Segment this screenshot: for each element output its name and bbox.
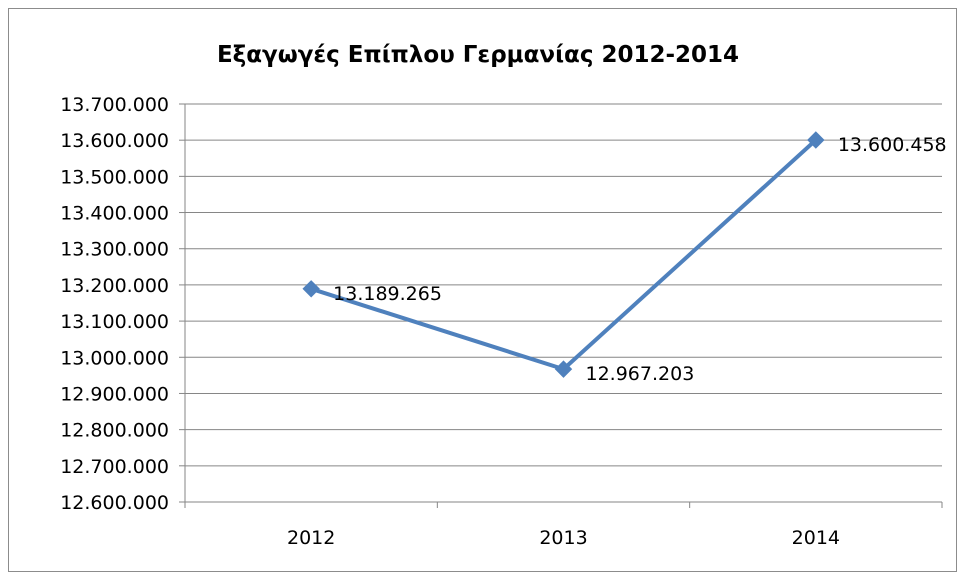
data-label: 13.189.265 bbox=[333, 283, 442, 305]
y-tick-label: 13.300.000 bbox=[60, 239, 169, 261]
chart-title: Εξαγωγές Επίπλου Γερμανίας 2012-2014 bbox=[217, 42, 739, 68]
data-point-marker bbox=[554, 360, 573, 378]
y-tick-label: 13.400.000 bbox=[60, 203, 169, 225]
x-tick-label: 2012 bbox=[287, 527, 335, 549]
data-label: 12.967.203 bbox=[586, 363, 695, 385]
y-axis-tick-labels: 12.600.000 12.700.000 12.800.000 12.900.000… bbox=[60, 94, 169, 514]
chart-frame bbox=[8, 8, 957, 572]
data-label: 13.600.458 bbox=[838, 134, 947, 156]
axes bbox=[179, 103, 943, 508]
y-tick-label: 13.500.000 bbox=[60, 166, 169, 188]
y-tick-label: 12.600.000 bbox=[60, 492, 169, 514]
y-tick-label: 12.800.000 bbox=[60, 420, 169, 442]
data-label-layer: 13.189.265 12.967.203 13.600.458 bbox=[333, 134, 946, 385]
gridlines bbox=[185, 103, 942, 467]
series-layer bbox=[309, 138, 818, 372]
y-tick-label: 13.200.000 bbox=[60, 275, 169, 297]
data-point-marker bbox=[302, 280, 320, 298]
x-tick-label: 2014 bbox=[792, 527, 840, 549]
marker-layer bbox=[302, 131, 825, 378]
y-tick-label: 12.700.000 bbox=[60, 456, 169, 478]
x-tick-label: 2013 bbox=[539, 527, 587, 549]
y-tick-label: 12.900.000 bbox=[60, 383, 169, 405]
y-tick-label: 13.700.000 bbox=[60, 94, 169, 116]
series-line bbox=[309, 138, 818, 372]
y-tick-label: 13.000.000 bbox=[60, 347, 169, 369]
y-tick-label: 13.600.000 bbox=[60, 130, 169, 152]
data-point-marker bbox=[807, 131, 825, 149]
x-axis-tick-labels: 2012 2013 2014 bbox=[287, 527, 840, 549]
y-tick-label: 13.100.000 bbox=[60, 311, 169, 333]
